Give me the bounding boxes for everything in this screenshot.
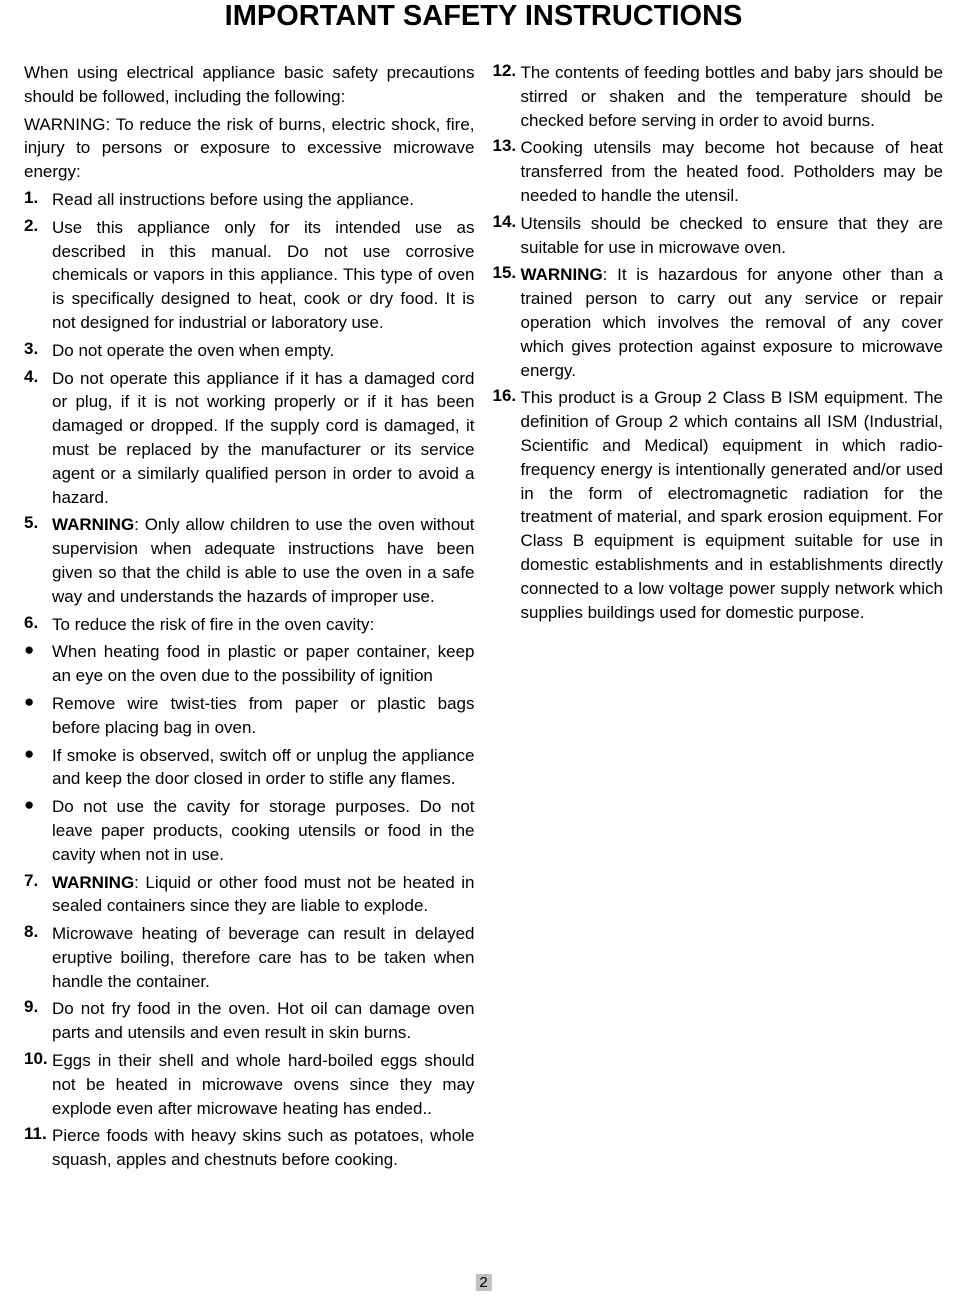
numbered-item-1: 2.Use this appliance only for its intend… xyxy=(24,216,475,335)
item-number: 8. xyxy=(24,922,52,993)
bullet-item-3: ●Do not use the cavity for storage purpo… xyxy=(24,795,475,866)
warning-intro: WARNING: To reduce the risk of burns, el… xyxy=(24,113,475,184)
item-number: 12. xyxy=(493,61,521,132)
bullet-text: Do not use the cavity for storage purpos… xyxy=(52,795,475,866)
bullet-text: If smoke is observed, switch off or unpl… xyxy=(52,744,475,792)
bullet-text: When heating food in plastic or paper co… xyxy=(52,640,475,688)
item-text: Eggs in their shell and whole hard-boile… xyxy=(52,1049,475,1120)
item-number: 13. xyxy=(493,136,521,207)
item-number: 6. xyxy=(24,613,52,637)
numbered-item-0: 1.Read all instructions before using the… xyxy=(24,188,475,212)
item-number: 11. xyxy=(24,1124,52,1172)
item-number: 15. xyxy=(493,263,521,382)
item-text: The contents of feeding bottles and baby… xyxy=(521,61,944,132)
item-text: Microwave heating of beverage can result… xyxy=(52,922,475,993)
bullet-icon: ● xyxy=(24,692,52,740)
numbered-item-4: 5.WARNING: Only allow children to use th… xyxy=(24,513,475,608)
warning-prefix: WARNING xyxy=(521,265,603,284)
item-text: Read all instructions before using the a… xyxy=(52,188,475,212)
numbered-item-6: 7.WARNING: Liquid or other food must not… xyxy=(24,871,475,919)
item-text: To reduce the risk of fire in the oven c… xyxy=(52,613,475,637)
item-number: 5. xyxy=(24,513,52,608)
numbered-item-2: 3.Do not operate the oven when empty. xyxy=(24,339,475,363)
item-text: Pierce foods with heavy skins such as po… xyxy=(52,1124,475,1172)
warning-prefix: WARNING xyxy=(52,873,134,892)
bullet-icon: ● xyxy=(24,795,52,866)
item-text: Do not fry food in the oven. Hot oil can… xyxy=(52,997,475,1045)
content-columns: When using electrical appliance basic sa… xyxy=(24,61,943,1211)
item-number: 1. xyxy=(24,188,52,212)
bullet-item-1: ●Remove wire twist-ties from paper or pl… xyxy=(24,692,475,740)
item-number: 7. xyxy=(24,871,52,919)
numbered-item-3: 4.Do not operate this appliance if it ha… xyxy=(24,367,475,510)
item-text: Use this appliance only for its intended… xyxy=(52,216,475,335)
numbered-item-7: 8.Microwave heating of beverage can resu… xyxy=(24,922,475,993)
page-number: 2 xyxy=(475,1274,491,1291)
item-text: Cooking utensils may become hot because … xyxy=(521,136,944,207)
numbered-item-10: 11.Pierce foods with heavy skins such as… xyxy=(24,1124,475,1172)
bullet-item-0: ●When heating food in plastic or paper c… xyxy=(24,640,475,688)
warning-prefix: WARNING xyxy=(52,515,134,534)
item-text: Do not operate the oven when empty. xyxy=(52,339,475,363)
numbered-item-5: 6.To reduce the risk of fire in the oven… xyxy=(24,613,475,637)
page-title: IMPORTANT SAFETY INSTRUCTIONS xyxy=(24,0,943,33)
numbered-item-12: 13.Cooking utensils may become hot becau… xyxy=(493,136,944,207)
item-number: 16. xyxy=(493,386,521,624)
item-number: 3. xyxy=(24,339,52,363)
numbered-item-8: 9.Do not fry food in the oven. Hot oil c… xyxy=(24,997,475,1045)
item-text: Do not operate this appliance if it has … xyxy=(52,367,475,510)
item-text: This product is a Group 2 Class B ISM eq… xyxy=(521,386,944,624)
bullet-icon: ● xyxy=(24,640,52,688)
item-text: WARNING: Only allow children to use the … xyxy=(52,513,475,608)
item-text: Utensils should be checked to ensure tha… xyxy=(521,212,944,260)
bullet-item-2: ●If smoke is observed, switch off or unp… xyxy=(24,744,475,792)
item-text: WARNING: Liquid or other food must not b… xyxy=(52,871,475,919)
numbered-item-11: 12.The contents of feeding bottles and b… xyxy=(493,61,944,132)
numbered-item-9: 10.Eggs in their shell and whole hard-bo… xyxy=(24,1049,475,1120)
item-number: 10. xyxy=(24,1049,52,1120)
numbered-item-13: 14.Utensils should be checked to ensure … xyxy=(493,212,944,260)
bullet-icon: ● xyxy=(24,744,52,792)
item-number: 9. xyxy=(24,997,52,1045)
numbered-item-14: 15.WARNING: It is hazardous for anyone o… xyxy=(493,263,944,382)
bullet-text: Remove wire twist-ties from paper or pla… xyxy=(52,692,475,740)
item-number: 4. xyxy=(24,367,52,510)
numbered-item-15: 16.This product is a Group 2 Class B ISM… xyxy=(493,386,944,624)
item-number: 2. xyxy=(24,216,52,335)
intro-text: When using electrical appliance basic sa… xyxy=(24,61,475,109)
item-text: WARNING: It is hazardous for anyone othe… xyxy=(521,263,944,382)
item-number: 14. xyxy=(493,212,521,260)
